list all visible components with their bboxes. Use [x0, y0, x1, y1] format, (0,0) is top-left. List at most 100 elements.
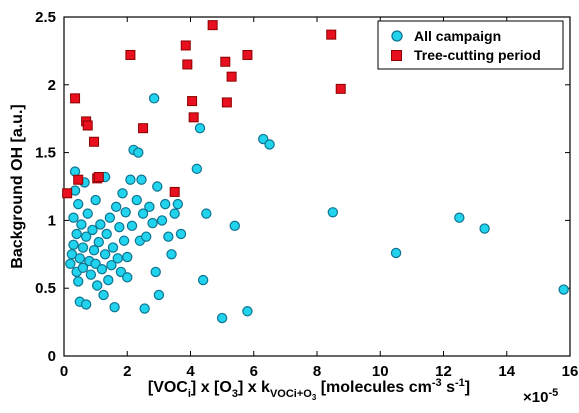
- y-tick-label: 0.5: [35, 280, 56, 297]
- tree-cutting-point: [89, 136, 100, 147]
- x-axis-exponent: ×10-5: [523, 387, 558, 406]
- all-campaign-point: [98, 289, 109, 301]
- all-campaign-point: [390, 247, 402, 259]
- legend-marker-tree-cutting: [391, 50, 402, 61]
- all-campaign-point: [122, 251, 133, 263]
- all-campaign-point: [122, 272, 133, 283]
- all-campaign-point: [114, 221, 125, 233]
- y-tick-label: 0: [48, 348, 56, 365]
- tree-cutting-point: [70, 93, 81, 104]
- tree-cutting-point: [187, 96, 198, 107]
- all-campaign-point: [106, 259, 117, 271]
- tree-cutting-point: [138, 123, 149, 134]
- x-exponent-power: -5: [548, 387, 558, 399]
- y-tick-label: 2: [48, 77, 56, 94]
- tree-cutting-point: [180, 40, 191, 51]
- y-axis-label: Background OH [a.u.]: [9, 104, 26, 268]
- all-campaign-point: [166, 249, 177, 260]
- all-campaign-point: [454, 212, 465, 223]
- all-campaign-point: [80, 299, 92, 310]
- all-campaign-point: [107, 242, 119, 253]
- x-label-sup-minus-3: -3: [432, 377, 442, 389]
- x-label-part-1: [VOC: [148, 379, 188, 396]
- all-campaign-point: [264, 139, 275, 150]
- all-campaign-point: [112, 253, 123, 264]
- all-campaign-point: [74, 253, 86, 264]
- x-label-part-2: ] x [O: [191, 379, 232, 396]
- x-tick-label: 12: [435, 363, 452, 380]
- all-campaign-point: [65, 258, 76, 269]
- x-label-part-4: [molecules cm: [316, 379, 432, 396]
- tree-cutting-point: [73, 174, 84, 185]
- tree-cutting-point: [335, 83, 346, 94]
- all-campaign-point: [101, 228, 112, 240]
- legend: All campaign Tree-cutting period: [377, 20, 564, 70]
- all-campaign-point: [147, 217, 158, 229]
- tree-cutting-point: [207, 20, 218, 31]
- all-campaign-point: [144, 201, 155, 213]
- tree-cutting-point: [125, 49, 136, 60]
- x-label-sub-sub-3: 3: [312, 393, 317, 402]
- all-campaign-point: [150, 266, 161, 278]
- all-campaign-point: [163, 231, 174, 242]
- tree-cutting-point: [169, 186, 180, 197]
- all-campaign-point: [216, 312, 228, 324]
- tree-cutting-point: [82, 120, 93, 131]
- all-campaign-point: [109, 301, 120, 313]
- axis-ticks: 0 2 4 6 8 10 12 14 16 0 0.5 1 1.5 2 2.5: [35, 9, 578, 380]
- y-tick-label: 1.5: [35, 145, 56, 162]
- all-campaign-point: [201, 208, 212, 219]
- all-campaign-point: [133, 147, 144, 158]
- all-campaign-point: [156, 215, 168, 226]
- all-campaign-point: [93, 236, 104, 248]
- all-campaign-point: [88, 245, 100, 256]
- x-label-part-5: s: [442, 379, 455, 396]
- all-campaign-point: [110, 201, 122, 213]
- all-campaign-point: [152, 181, 163, 192]
- all-campaign-point: [148, 93, 160, 104]
- tree-cutting-point: [188, 112, 199, 123]
- all-campaign-point: [99, 249, 111, 260]
- x-label-sup-minus-1: -1: [455, 377, 465, 389]
- all-campaign-point: [479, 223, 490, 234]
- x-label-sub-3: 3: [232, 388, 238, 400]
- all-campaign-point: [125, 174, 136, 185]
- all-campaign-point: [327, 207, 339, 218]
- x-axis-label: [VOCi] x [O3] x kVOCi+O3 [molecules cm-3…: [148, 377, 470, 402]
- all-campaign-point: [558, 284, 569, 295]
- all-campaign-point: [71, 228, 82, 240]
- all-campaign-point: [117, 188, 128, 199]
- all-campaign-point: [139, 303, 150, 314]
- tree-cutting-point: [62, 188, 73, 199]
- all-campaign-point: [92, 280, 103, 291]
- x-tick-label: 16: [562, 363, 579, 380]
- all-campaign-point: [76, 219, 87, 230]
- all-campaign-point: [85, 269, 97, 280]
- all-campaign-point: [172, 198, 184, 210]
- x-tick-label: 6: [250, 363, 258, 380]
- x-label-sub-voci-o: VOCi+O: [270, 388, 312, 400]
- all-campaign-point: [191, 163, 203, 175]
- all-campaign-point: [73, 276, 84, 287]
- legend-label-tree-cutting: Tree-cutting period: [414, 47, 541, 63]
- legend-marker-all-campaign: [391, 30, 403, 42]
- all-campaign-point: [169, 208, 180, 219]
- all-campaign-point: [153, 289, 165, 301]
- legend-label-all-campaign: All campaign: [414, 28, 501, 44]
- all-campaign-point: [126, 220, 138, 232]
- all-campaign-point: [197, 274, 209, 286]
- all-campaign-point: [77, 242, 89, 253]
- x-tick-label: 4: [186, 363, 195, 380]
- all-campaign-point: [137, 208, 149, 219]
- x-tick-label: 8: [313, 363, 321, 380]
- all-campaign-point: [103, 274, 114, 286]
- tree-cutting-point: [182, 59, 193, 70]
- all-campaign-point: [90, 194, 101, 206]
- all-campaign-point: [118, 235, 130, 246]
- tree-cutting-point: [221, 97, 232, 108]
- tree-cutting-point: [220, 56, 231, 67]
- x-tick-label: 14: [498, 363, 515, 380]
- tree-cutting-point: [326, 29, 337, 40]
- all-campaign-point: [136, 174, 147, 185]
